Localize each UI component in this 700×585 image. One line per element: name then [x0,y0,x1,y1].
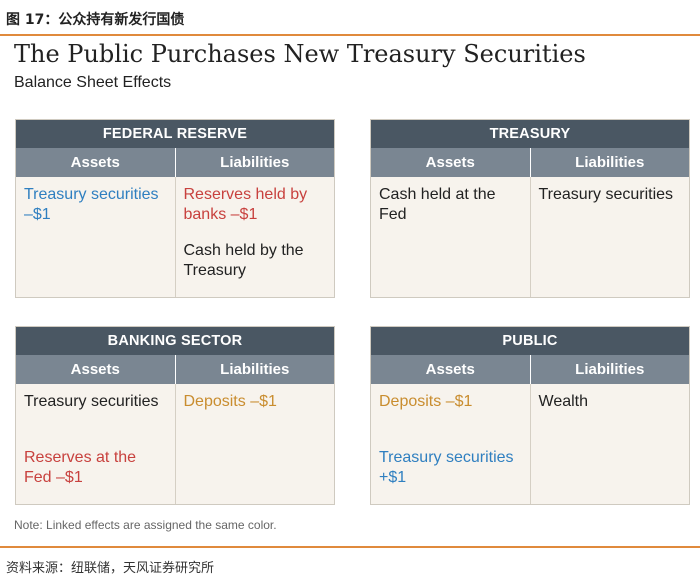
assets-cell: Treasury securities Reserves at the Fed … [16,384,176,504]
figure-label: 图 17：公众持有新发行国债 [6,12,185,28]
liabilities-header: Liabilities [220,154,290,171]
ledger-federal-reserve: FEDERAL RESERVE Assets Liabilities Treas… [15,119,335,298]
liabilities-cell: Wealth [531,384,690,504]
ledger-column-headers: Assets Liabilities [16,148,334,177]
liabilities-cell: Treasury securities [531,177,690,297]
ledger-column-headers: Assets Liabilities [371,355,689,384]
asset-item: Reserves at the Fed –$1 [24,449,137,486]
ledger-title: FEDERAL RESERVE [16,120,334,148]
liability-item: Treasury securities [538,186,674,203]
figure-header: 图 17：公众持有新发行国债 [0,0,700,36]
assets-header: Assets [16,355,176,384]
ledger-title: PUBLIC [371,327,689,355]
assets-cell: Cash held at the Fed [371,177,531,297]
diagram-title: The Public Purchases New Treasury Securi… [14,40,586,68]
assets-header: Assets [16,148,176,177]
assets-cell: Treasury securities –$1 [16,177,176,297]
source-label: 资料来源：纽联储，天风证券研究所 [6,561,215,576]
liabilities-header: Liabilities [220,361,290,378]
liability-item: Deposits –$1 [183,393,277,410]
ledger-title: BANKING SECTOR [16,327,334,355]
source-footer: 资料来源：纽联储，天风证券研究所 [0,546,700,585]
color-note: Note: Linked effects are assigned the sa… [14,518,277,532]
assets-header: Assets [371,355,531,384]
ledger-title: TREASURY [371,120,689,148]
asset-item: Treasury securities +$1 [379,449,514,486]
asset-item: Treasury securities –$1 [24,186,159,223]
ledger-treasury: TREASURY Assets Liabilities Cash held at… [370,119,690,298]
ledger-banking-sector: BANKING SECTOR Assets Liabilities Treasu… [15,326,335,505]
liabilities-header: Liabilities [575,361,645,378]
asset-item: Treasury securities [24,393,159,410]
asset-item: Deposits –$1 [379,393,473,410]
liability-item: Reserves held by banks –$1 [183,186,308,223]
diagram-subtitle: Balance Sheet Effects [14,74,172,91]
liabilities-cell: Reserves held by banks –$1 Cash held by … [176,177,335,297]
liabilities-cell: Deposits –$1 [176,384,335,504]
assets-header: Assets [371,148,531,177]
liabilities-header: Liabilities [575,154,645,171]
assets-cell: Deposits –$1 Treasury securities +$1 [371,384,531,504]
ledger-public: PUBLIC Assets Liabilities Deposits –$1 T… [370,326,690,505]
asset-item: Cash held at the Fed [379,186,496,223]
liability-item: Wealth [538,393,589,410]
ledger-column-headers: Assets Liabilities [16,355,334,384]
liability-item: Cash held by the Treasury [183,242,304,279]
ledger-column-headers: Assets Liabilities [371,148,689,177]
